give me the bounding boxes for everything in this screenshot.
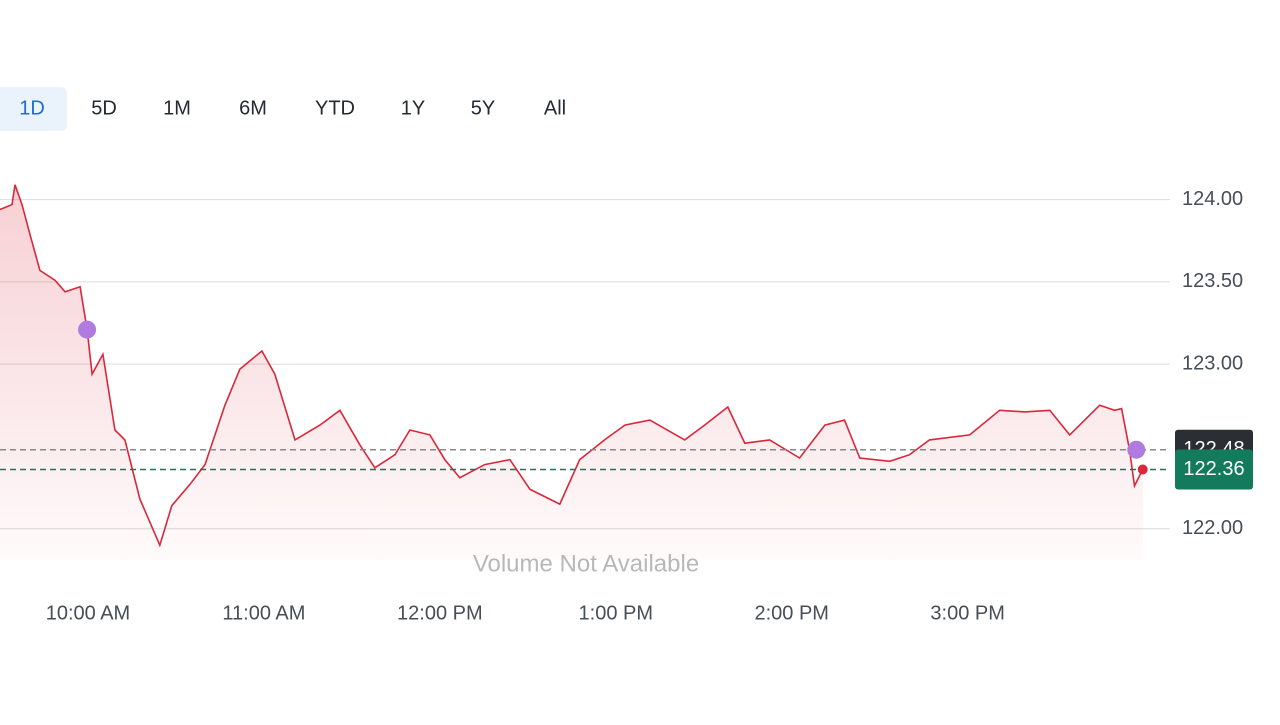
range-button-bg	[0, 87, 67, 131]
range-button[interactable]: 5D	[91, 97, 117, 119]
y-tick-label: 123.00	[1182, 352, 1243, 374]
area	[0, 184, 1143, 561]
last-point	[1137, 464, 1148, 475]
price-tag-label: 122.36	[1183, 458, 1244, 480]
x-tick-label: 12:00 PM	[397, 602, 483, 624]
range-button[interactable]: 1Y	[401, 97, 425, 119]
y-tick-label: 124.00	[1182, 188, 1243, 210]
range-button[interactable]: 1M	[163, 97, 191, 119]
x-tick-label: 1:00 PM	[579, 602, 653, 624]
y-tick-label: 123.50	[1182, 270, 1243, 292]
x-tick-label: 10:00 AM	[46, 602, 131, 624]
price-line	[0, 184, 1144, 548]
x-tick-label: 3:00 PM	[930, 602, 1004, 624]
range-button[interactable]: All	[544, 97, 566, 119]
x-tick-label: 11:00 AM	[222, 602, 305, 624]
y-tick-label: 122.00	[1182, 517, 1243, 539]
range-button[interactable]: 5Y	[471, 97, 495, 119]
price-tag	[1175, 449, 1253, 490]
range-button[interactable]: YTD	[315, 97, 355, 119]
event-marker	[78, 320, 97, 339]
range-button[interactable]: 1D	[19, 97, 45, 119]
event-marker	[1127, 440, 1146, 459]
range-button[interactable]: 6M	[239, 97, 267, 119]
x-tick-label: 2:00 PM	[754, 602, 828, 624]
